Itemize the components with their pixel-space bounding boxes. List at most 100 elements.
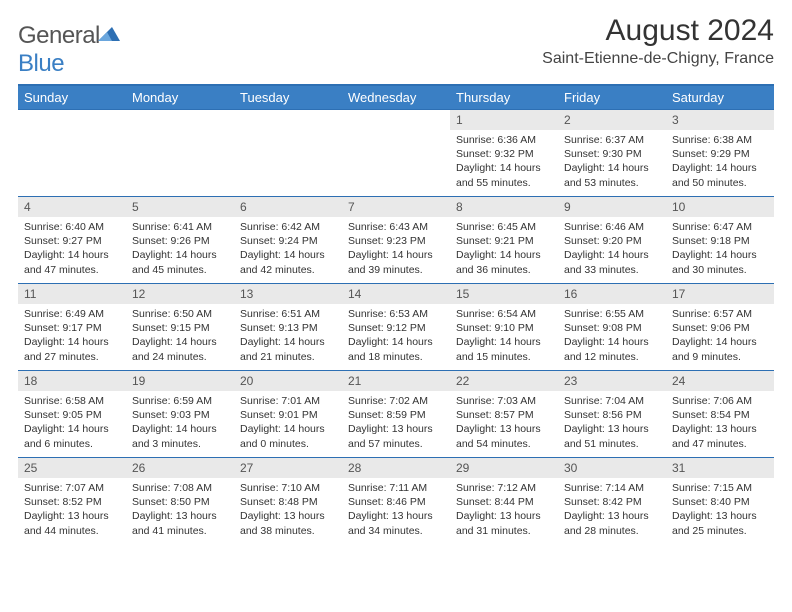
daylight-line: Daylight: 14 hours and 45 minutes. <box>132 248 228 276</box>
weeks-container: 1Sunrise: 6:36 AMSunset: 9:32 PMDaylight… <box>18 109 774 544</box>
sunrise-line: Sunrise: 7:07 AM <box>24 481 120 495</box>
sunrise-line: Sunrise: 6:36 AM <box>456 133 552 147</box>
day-number: 19 <box>126 371 234 391</box>
day-number: 5 <box>126 197 234 217</box>
daylight-line: Daylight: 14 hours and 12 minutes. <box>564 335 660 363</box>
daylight-line: Daylight: 13 hours and 41 minutes. <box>132 509 228 537</box>
daylight-line: Daylight: 13 hours and 28 minutes. <box>564 509 660 537</box>
daylight-line: Daylight: 14 hours and 18 minutes. <box>348 335 444 363</box>
day-cell: 11Sunrise: 6:49 AMSunset: 9:17 PMDayligh… <box>18 284 126 370</box>
sunrise-line: Sunrise: 6:51 AM <box>240 307 336 321</box>
day-number: 13 <box>234 284 342 304</box>
daylight-line: Daylight: 14 hours and 27 minutes. <box>24 335 120 363</box>
day-number: 26 <box>126 458 234 478</box>
daylight-line: Daylight: 13 hours and 44 minutes. <box>24 509 120 537</box>
sunrise-line: Sunrise: 6:55 AM <box>564 307 660 321</box>
day-body: Sunrise: 7:12 AMSunset: 8:44 PMDaylight:… <box>450 478 558 542</box>
logo: GeneralBlue <box>18 20 120 78</box>
sunset-line: Sunset: 8:50 PM <box>132 495 228 509</box>
day-body: Sunrise: 6:51 AMSunset: 9:13 PMDaylight:… <box>234 304 342 368</box>
daylight-line: Daylight: 14 hours and 50 minutes. <box>672 161 768 189</box>
daylight-line: Daylight: 13 hours and 47 minutes. <box>672 422 768 450</box>
sunset-line: Sunset: 8:52 PM <box>24 495 120 509</box>
daylight-line: Daylight: 14 hours and 36 minutes. <box>456 248 552 276</box>
day-body: Sunrise: 6:54 AMSunset: 9:10 PMDaylight:… <box>450 304 558 368</box>
day-cell <box>234 110 342 196</box>
sunset-line: Sunset: 8:54 PM <box>672 408 768 422</box>
day-body: Sunrise: 6:50 AMSunset: 9:15 PMDaylight:… <box>126 304 234 368</box>
day-cell: 3Sunrise: 6:38 AMSunset: 9:29 PMDaylight… <box>666 110 774 196</box>
sunrise-line: Sunrise: 7:01 AM <box>240 394 336 408</box>
sunset-line: Sunset: 9:18 PM <box>672 234 768 248</box>
sunrise-line: Sunrise: 6:37 AM <box>564 133 660 147</box>
sunset-line: Sunset: 9:10 PM <box>456 321 552 335</box>
daylight-line: Daylight: 13 hours and 38 minutes. <box>240 509 336 537</box>
daylight-line: Daylight: 14 hours and 3 minutes. <box>132 422 228 450</box>
day-body: Sunrise: 7:10 AMSunset: 8:48 PMDaylight:… <box>234 478 342 542</box>
day-number: 22 <box>450 371 558 391</box>
week-row: 18Sunrise: 6:58 AMSunset: 9:05 PMDayligh… <box>18 370 774 457</box>
location-label: Saint-Etienne-de-Chigny, France <box>542 50 774 68</box>
day-number: 2 <box>558 110 666 130</box>
day-number: 21 <box>342 371 450 391</box>
sunrise-line: Sunrise: 6:41 AM <box>132 220 228 234</box>
day-cell: 17Sunrise: 6:57 AMSunset: 9:06 PMDayligh… <box>666 284 774 370</box>
sunset-line: Sunset: 9:05 PM <box>24 408 120 422</box>
sunrise-line: Sunrise: 6:42 AM <box>240 220 336 234</box>
sunset-line: Sunset: 9:06 PM <box>672 321 768 335</box>
day-number: 11 <box>18 284 126 304</box>
logo-text: GeneralBlue <box>18 20 120 78</box>
sunset-line: Sunset: 9:32 PM <box>456 147 552 161</box>
day-body: Sunrise: 7:08 AMSunset: 8:50 PMDaylight:… <box>126 478 234 542</box>
daylight-line: Daylight: 14 hours and 53 minutes. <box>564 161 660 189</box>
day-number: 9 <box>558 197 666 217</box>
month-title: August 2024 <box>542 14 774 48</box>
day-cell: 12Sunrise: 6:50 AMSunset: 9:15 PMDayligh… <box>126 284 234 370</box>
day-cell: 13Sunrise: 6:51 AMSunset: 9:13 PMDayligh… <box>234 284 342 370</box>
daylight-line: Daylight: 14 hours and 30 minutes. <box>672 248 768 276</box>
day-body: Sunrise: 7:01 AMSunset: 9:01 PMDaylight:… <box>234 391 342 455</box>
day-cell: 16Sunrise: 6:55 AMSunset: 9:08 PMDayligh… <box>558 284 666 370</box>
sunrise-line: Sunrise: 6:54 AM <box>456 307 552 321</box>
day-number: 31 <box>666 458 774 478</box>
daylight-line: Daylight: 14 hours and 42 minutes. <box>240 248 336 276</box>
sunrise-line: Sunrise: 6:50 AM <box>132 307 228 321</box>
day-number: 30 <box>558 458 666 478</box>
day-cell: 21Sunrise: 7:02 AMSunset: 8:59 PMDayligh… <box>342 371 450 457</box>
weekday-header: Tuesday <box>234 86 342 109</box>
day-cell: 9Sunrise: 6:46 AMSunset: 9:20 PMDaylight… <box>558 197 666 283</box>
day-body: Sunrise: 6:55 AMSunset: 9:08 PMDaylight:… <box>558 304 666 368</box>
weekday-header: Wednesday <box>342 86 450 109</box>
day-number: 20 <box>234 371 342 391</box>
sunset-line: Sunset: 9:21 PM <box>456 234 552 248</box>
day-body: Sunrise: 6:41 AMSunset: 9:26 PMDaylight:… <box>126 217 234 281</box>
sunrise-line: Sunrise: 7:10 AM <box>240 481 336 495</box>
day-number: 16 <box>558 284 666 304</box>
sunset-line: Sunset: 8:46 PM <box>348 495 444 509</box>
week-row: 25Sunrise: 7:07 AMSunset: 8:52 PMDayligh… <box>18 457 774 544</box>
day-body: Sunrise: 7:11 AMSunset: 8:46 PMDaylight:… <box>342 478 450 542</box>
day-number: 7 <box>342 197 450 217</box>
daylight-line: Daylight: 13 hours and 34 minutes. <box>348 509 444 537</box>
day-cell: 6Sunrise: 6:42 AMSunset: 9:24 PMDaylight… <box>234 197 342 283</box>
sunset-line: Sunset: 9:30 PM <box>564 147 660 161</box>
day-cell: 24Sunrise: 7:06 AMSunset: 8:54 PMDayligh… <box>666 371 774 457</box>
daylight-line: Daylight: 13 hours and 57 minutes. <box>348 422 444 450</box>
day-cell: 2 Sunrise: 6:37 AMSunset: 9:30 PMDaylight… <box>558 110 666 196</box>
day-number: 25 <box>18 458 126 478</box>
day-body: Sunrise: 6:53 AMSunset: 9:12 PMDaylight:… <box>342 304 450 368</box>
sunset-line: Sunset: 9:29 PM <box>672 147 768 161</box>
day-body: Sunrise: 6:49 AMSunset: 9:17 PMDaylight:… <box>18 304 126 368</box>
sunrise-line: Sunrise: 6:58 AM <box>24 394 120 408</box>
sunrise-line: Sunrise: 6:47 AM <box>672 220 768 234</box>
daylight-line: Daylight: 14 hours and 0 minutes. <box>240 422 336 450</box>
week-row: 1Sunrise: 6:36 AMSunset: 9:32 PMDaylight… <box>18 109 774 196</box>
sunset-line: Sunset: 8:44 PM <box>456 495 552 509</box>
sunrise-line: Sunrise: 7:14 AM <box>564 481 660 495</box>
day-cell: 27Sunrise: 7:10 AMSunset: 8:48 PMDayligh… <box>234 458 342 544</box>
day-cell: 1Sunrise: 6:36 AMSunset: 9:32 PMDaylight… <box>450 110 558 196</box>
sunrise-line: Sunrise: 6:49 AM <box>24 307 120 321</box>
sunrise-line: Sunrise: 6:46 AM <box>564 220 660 234</box>
sunrise-line: Sunrise: 7:04 AM <box>564 394 660 408</box>
daylight-line: Daylight: 14 hours and 15 minutes. <box>456 335 552 363</box>
